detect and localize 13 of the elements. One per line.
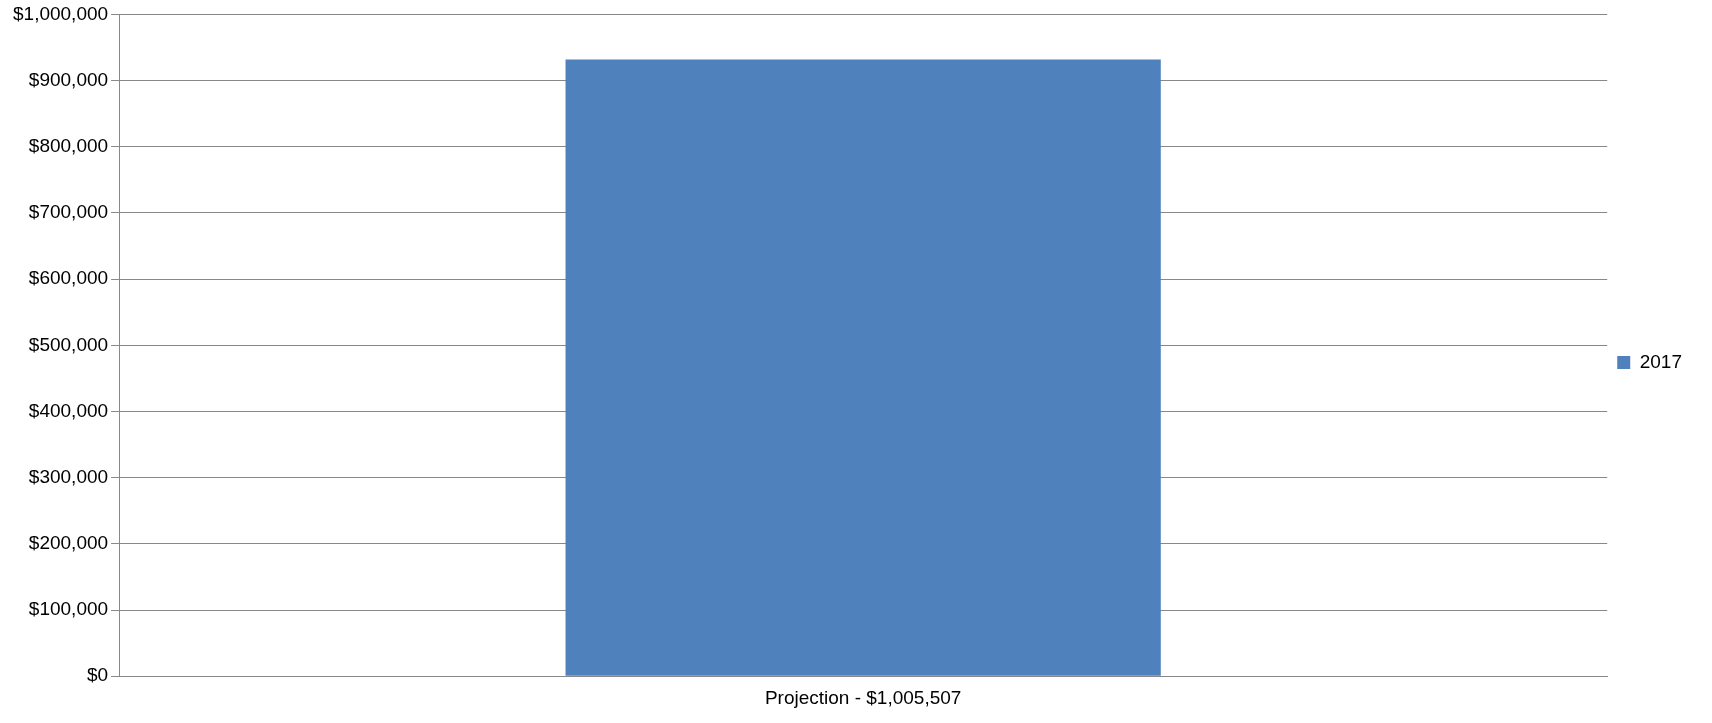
y-tick-label: $300,000 (28, 465, 109, 487)
y-tick-label: $0 (86, 664, 109, 686)
y-tick-label: $100,000 (28, 598, 109, 620)
y-tick-label: $1,000,000 (13, 2, 109, 24)
y-tick-label: $600,000 (28, 267, 109, 289)
y-tick-label: $200,000 (28, 532, 109, 554)
x-tick-label: Projection - $1,005,507 (764, 686, 962, 708)
y-tick-label: $500,000 (28, 333, 109, 355)
y-tick-label: $900,000 (28, 68, 109, 90)
y-tick-label: $700,000 (28, 201, 109, 223)
y-tick-label: $400,000 (28, 399, 109, 421)
legend-label: 2017 (1639, 350, 1683, 372)
y-tick-label: $800,000 (28, 134, 109, 156)
